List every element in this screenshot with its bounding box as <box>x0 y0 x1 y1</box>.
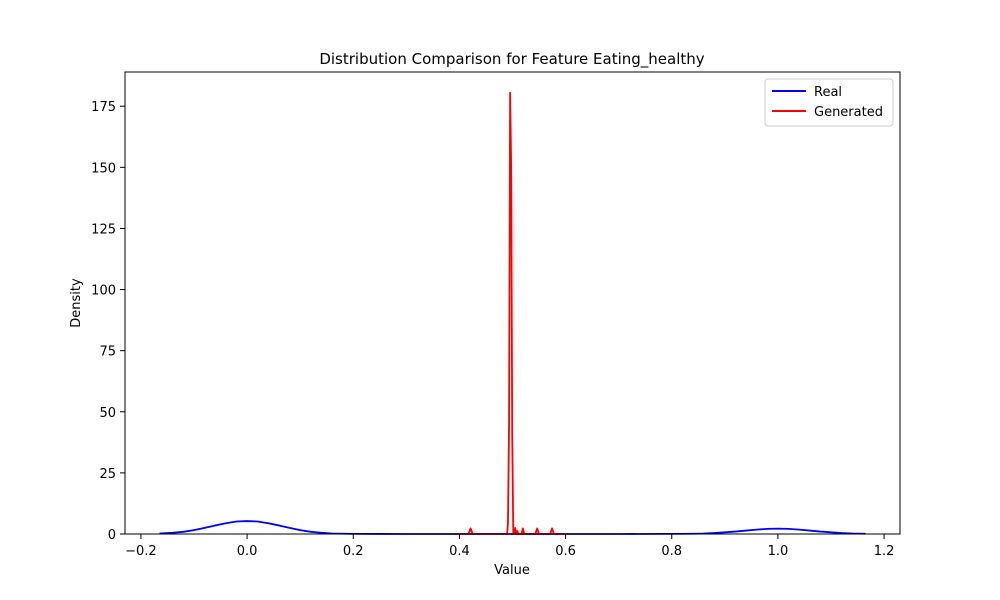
x-tick-label: 1.0 <box>768 544 789 559</box>
x-tick-label: 0.0 <box>237 544 258 559</box>
y-tick-label: 0 <box>108 528 116 543</box>
y-tick-label: 175 <box>91 100 116 115</box>
x-tick-label: 0.4 <box>449 544 470 559</box>
x-tick-label: 0.6 <box>555 544 576 559</box>
legend-label-real: Real <box>814 85 842 100</box>
x-tick-label: 0.2 <box>343 544 364 559</box>
y-tick-label: 25 <box>99 467 116 482</box>
series-line-generated <box>454 91 566 535</box>
x-tick-label: 0.8 <box>661 544 682 559</box>
y-axis-label: Density <box>69 278 84 328</box>
plot-area <box>124 71 901 535</box>
x-axis-label: Value <box>494 563 530 578</box>
x-tick-label: 1.2 <box>874 544 895 559</box>
y-tick-label: 100 <box>91 284 116 299</box>
y-tick-label: 125 <box>91 222 116 237</box>
y-tick-label: 50 <box>99 406 116 421</box>
x-tick-label: −0.2 <box>125 544 157 559</box>
chart-title: Distribution Comparison for Feature Eati… <box>319 50 704 69</box>
y-tick-label: 150 <box>91 161 116 176</box>
axes-frame <box>124 71 901 535</box>
legend: Real Generated <box>764 78 894 127</box>
y-tick-label: 75 <box>99 345 116 360</box>
x-axis-ticks: −0.2 0.0 0.2 0.4 0.6 0.8 1.0 1.2 <box>125 534 894 559</box>
y-axis-ticks: 0 25 50 75 100 125 150 175 <box>91 100 125 543</box>
legend-label-generated: Generated <box>814 105 883 120</box>
